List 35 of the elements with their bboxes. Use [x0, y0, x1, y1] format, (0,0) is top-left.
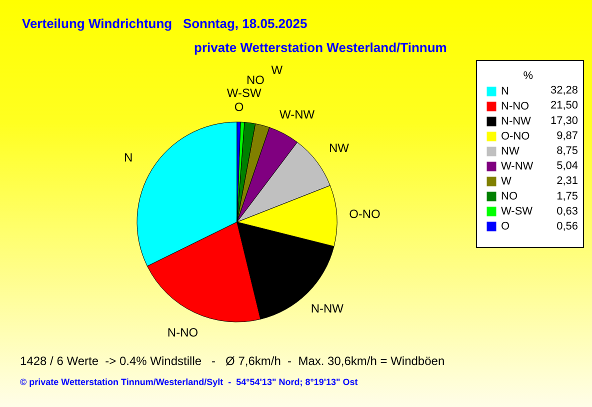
legend-title: %: [523, 70, 534, 82]
slice-label: W-SW: [226, 86, 262, 100]
data-label: 9,87: [556, 130, 578, 142]
data-label: 5,04: [556, 160, 578, 172]
legend-label: N-NW: [501, 116, 532, 128]
slice-label: NW: [328, 141, 350, 156]
data-label: 2,31: [556, 175, 578, 188]
legend-label: W-NW: [501, 160, 534, 172]
data-label: 0,63: [556, 205, 578, 218]
legend-label: N-NO: [501, 100, 530, 112]
chart-subtitle: private Wetterstation Westerland/Tinnum: [194, 40, 447, 55]
category-label: W: [271, 63, 283, 78]
text: © private Wetterstation Tinnum/Westerland/Sylt - 54°54'13" Nord; 8°19'13" Ost: [20, 377, 358, 387]
data-label: 17,30: [550, 114, 578, 127]
slice-label: W-NW: [279, 107, 316, 122]
legend-label: O-NO: [501, 130, 530, 142]
legend-label: NW: [501, 146, 520, 158]
legend-label: W-SW: [501, 206, 534, 218]
text: 1428 / 6 Werte -> 0.4% Windstille - Ø 7,6km/h - Max. 30,6km/h = Windböen: [20, 354, 445, 368]
data-label: 1,75: [556, 190, 578, 202]
legend-label: NO: [501, 190, 518, 202]
slice-label: N-NW: [310, 302, 344, 316]
legend-label: W: [501, 176, 512, 188]
data-label: 0,56: [556, 220, 578, 232]
slice-label: O-NO: [349, 207, 380, 222]
legend-label: N: [501, 86, 509, 98]
data-label: 21,50: [550, 100, 578, 112]
data-label: 8,75: [556, 145, 578, 157]
slice-label: N: [124, 150, 133, 165]
slice-label: O: [234, 100, 244, 114]
chart-title: Verteilung Windrichtung Sonntag, 18.05.2025: [22, 16, 308, 31]
legend-label: O: [501, 220, 510, 232]
slice-label: N-NO: [167, 326, 198, 340]
slice-label: NO: [246, 73, 265, 88]
data-label: 32,28: [550, 84, 578, 97]
